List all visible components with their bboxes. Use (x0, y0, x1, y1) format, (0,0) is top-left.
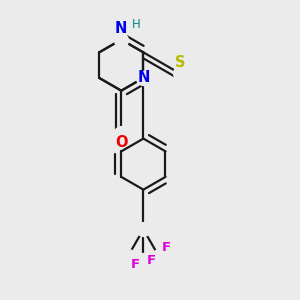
Text: H: H (132, 18, 141, 31)
Text: S: S (175, 55, 185, 70)
Text: F: F (131, 258, 140, 271)
Text: F: F (162, 241, 171, 254)
Text: F: F (147, 254, 156, 267)
Text: N: N (115, 22, 128, 37)
Text: O: O (115, 135, 128, 150)
Text: N: N (137, 70, 150, 86)
